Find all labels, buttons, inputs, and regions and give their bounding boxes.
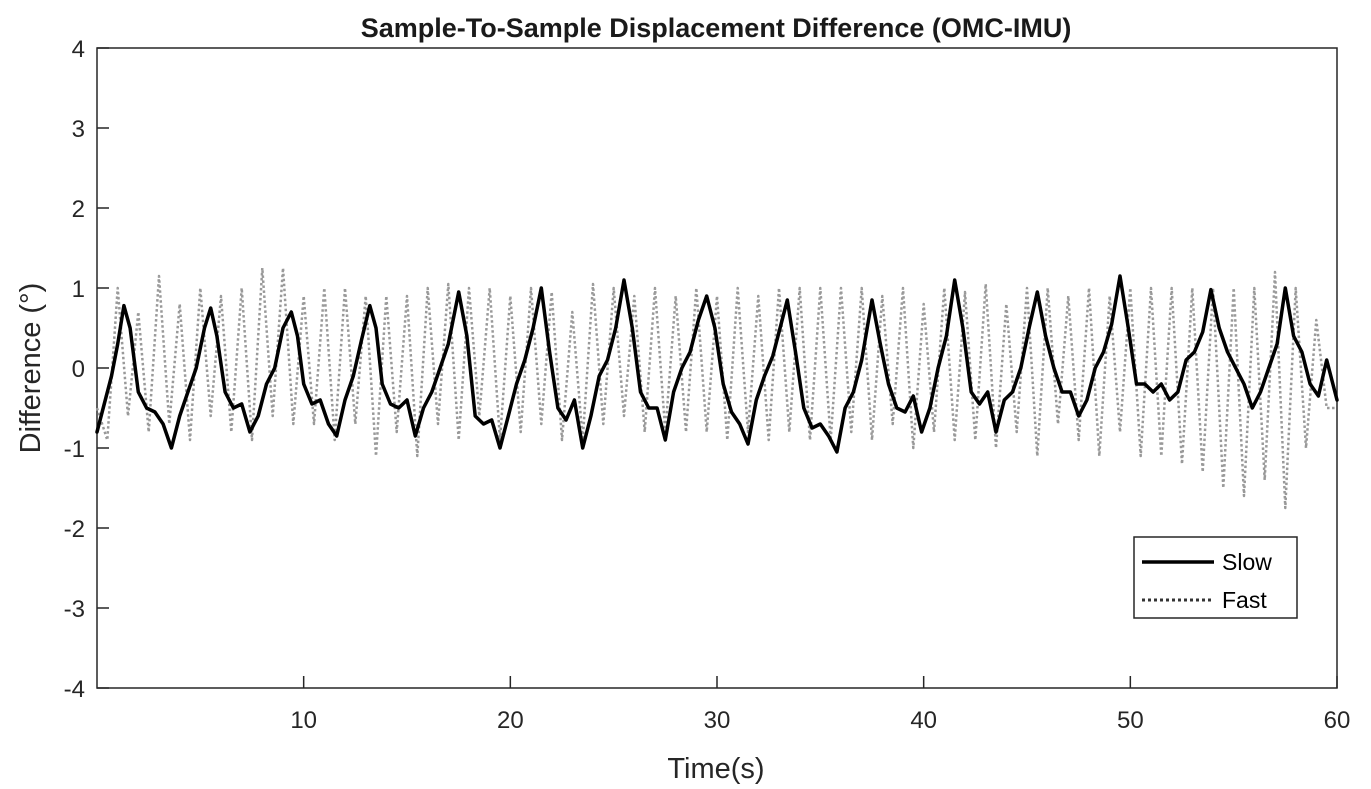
x-axis: 10 20 30 40 50 60 [290, 676, 1350, 734]
y-tick-label: 4 [72, 36, 85, 63]
legend: Slow Fast [1133, 536, 1298, 619]
series-layer [95, 266, 1339, 510]
y-tick-label: 0 [72, 356, 85, 383]
x-tick-label: 20 [497, 707, 524, 734]
y-tick-label: 3 [72, 116, 85, 143]
y-tick-label: -4 [64, 676, 85, 703]
x-axis-label: Time(s) [667, 753, 764, 785]
x-tick-label: 10 [290, 707, 317, 734]
y-tick-label: -2 [64, 516, 85, 543]
y-tick-label: 2 [72, 196, 85, 223]
y-tick-label: -3 [64, 596, 85, 623]
y-tick-label: 1 [72, 276, 85, 303]
x-tick-label: 60 [1324, 707, 1351, 734]
legend-box [1133, 536, 1298, 619]
chart-title: Sample-To-Sample Displacement Difference… [361, 13, 1072, 43]
x-tick-label: 50 [1117, 707, 1144, 734]
x-tick-label: 40 [910, 707, 937, 734]
series-line-slow [95, 274, 1339, 454]
y-axis-label: Difference (°) [15, 283, 47, 454]
legend-label-slow: Slow [1222, 549, 1272, 575]
legend-label-fast: Fast [1222, 587, 1267, 613]
y-tick-label: -1 [64, 436, 85, 463]
x-tick-label: 30 [704, 707, 731, 734]
y-axis: -4 -3 -2 -1 0 1 2 3 4 [64, 36, 109, 703]
